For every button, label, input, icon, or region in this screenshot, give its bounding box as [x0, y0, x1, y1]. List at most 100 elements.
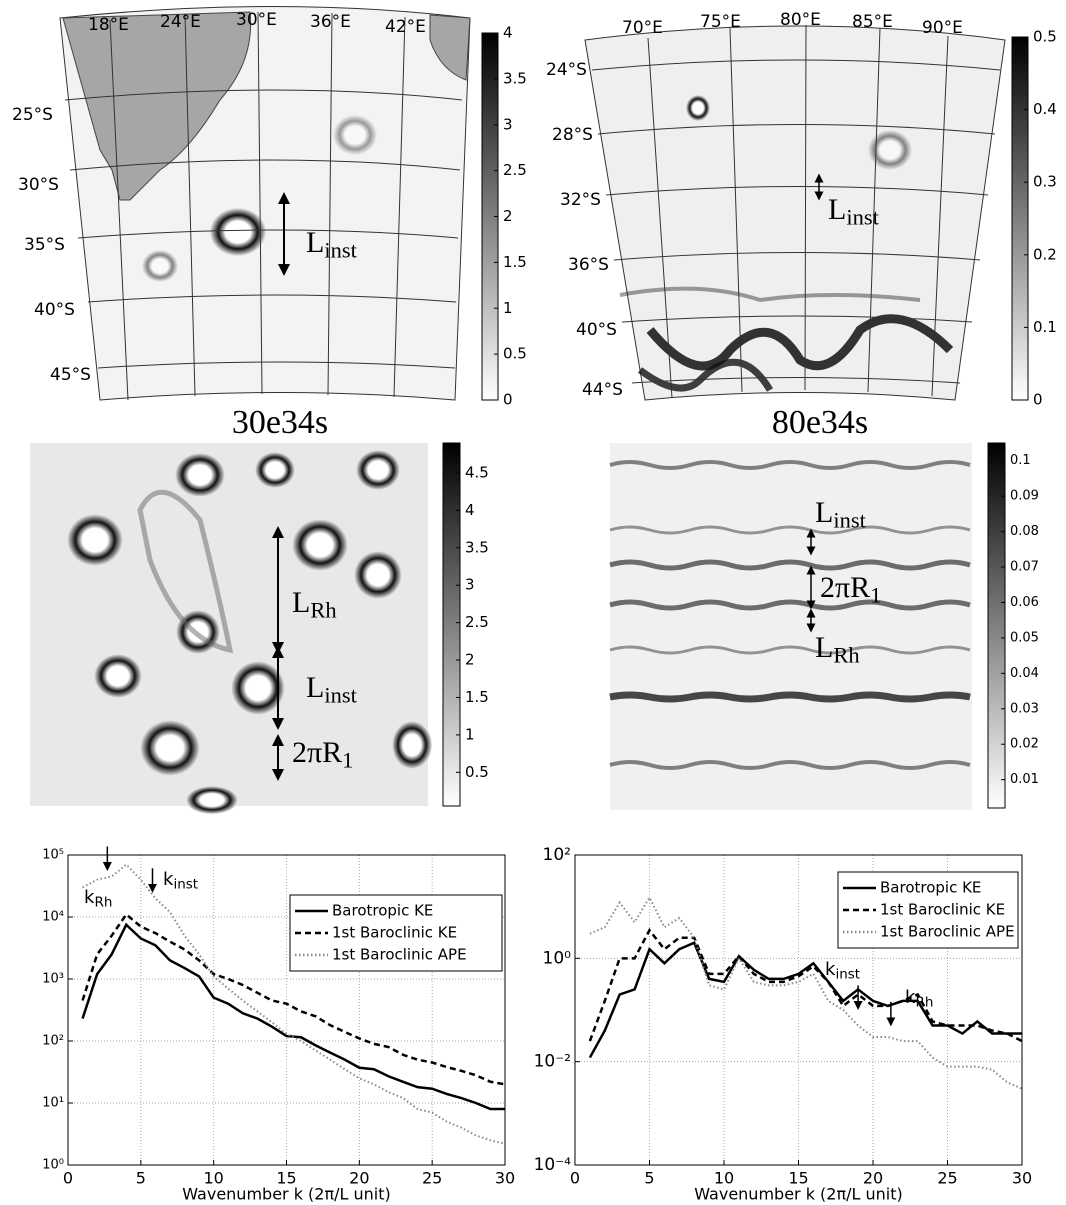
- plot-frame: [67, 854, 506, 1166]
- annotation-label-sub: Rh: [94, 895, 112, 911]
- lon-label: 85°E: [852, 12, 893, 32]
- annotation-label-sub: inst: [835, 967, 860, 983]
- lat-label: 44°S: [582, 380, 623, 400]
- eddy: [142, 250, 178, 282]
- lon-label: 75°E: [700, 12, 741, 32]
- eddy: [333, 115, 377, 155]
- legend-label: 1st Baroclinic KE: [880, 901, 1005, 919]
- colorbar-tick-label: 0.5: [1033, 28, 1057, 46]
- y-tick-label: 10¹: [42, 1096, 64, 1111]
- map-caption: 80e34s: [772, 404, 868, 441]
- x-axis-label: Wavenumber k (2π/L unit): [694, 1185, 902, 1204]
- scale-label: Linst: [306, 671, 358, 708]
- colorbar-tick-label: 3.5: [503, 69, 527, 87]
- lon-label: 24°E: [160, 12, 201, 32]
- legend-label: 1st Baroclinic KE: [332, 924, 457, 942]
- scale-label-sub: inst: [846, 205, 879, 230]
- scale-label-sub: inst: [833, 508, 866, 533]
- annotation-label: kinst: [163, 869, 198, 893]
- x-tick-label: 5: [136, 1169, 146, 1188]
- graticule: [64, 11, 463, 401]
- colorbar-tick-label: 0.1: [1033, 318, 1057, 336]
- lon-label: 70°E: [622, 18, 663, 38]
- y-tick-label: 10²: [42, 1034, 64, 1049]
- x-tick-label: 0: [63, 1169, 73, 1188]
- scale-label-main: L: [815, 631, 833, 664]
- lat-label: 32°S: [560, 190, 601, 210]
- annotation-label: kRh: [84, 887, 112, 911]
- annotation-label-main: k: [163, 869, 174, 890]
- scale-label-sub: 1: [342, 748, 353, 773]
- colorbar-tick-label: 1.5: [503, 253, 527, 271]
- series-line: [81, 912, 506, 1086]
- plot-frame: [574, 854, 1023, 1166]
- x-tick-label: 5: [644, 1169, 654, 1188]
- jets: [609, 460, 971, 770]
- legend-label: Barotropic KE: [332, 902, 433, 920]
- colorbar-tick-label: 2.5: [503, 161, 527, 179]
- annotation-label-sub: inst: [173, 877, 198, 893]
- x-tick-label: 25: [937, 1169, 957, 1188]
- scale-label-sub: 1: [870, 583, 881, 608]
- x-tick-label: 0: [570, 1169, 580, 1188]
- lat-label: 40°S: [576, 320, 617, 340]
- colorbar-tick-label: 1: [503, 299, 513, 317]
- lat-label: 28°S: [552, 125, 593, 145]
- lon-label: 30°E: [236, 10, 277, 30]
- colorbar-tick-label: 4: [503, 24, 513, 42]
- x-tick-label: 10: [714, 1169, 734, 1188]
- colorbar-tick-label: 0.04: [1010, 666, 1039, 681]
- colorbar-tick-label: 2.5: [465, 613, 489, 631]
- colorbar-tick-label: 0.5: [503, 345, 527, 363]
- lat-label: 45°S: [50, 365, 91, 385]
- colorbar-tick-label: 3: [503, 115, 513, 133]
- colorbar-tick-label: 4: [465, 501, 475, 519]
- colorbar-tick-label: 0.05: [1010, 630, 1039, 645]
- y-tick-label: 10⁰: [543, 948, 572, 968]
- map-caption: 30e34s: [232, 404, 328, 441]
- x-tick-label: 15: [788, 1169, 808, 1188]
- x-axis-label: Wavenumber k (2π/L unit): [182, 1185, 390, 1204]
- colorbar-tick-label: 1: [465, 725, 475, 743]
- scale-label-sub: Rh: [310, 598, 336, 623]
- scale-label: Linst: [815, 496, 867, 533]
- scale-label: Linst: [306, 226, 358, 263]
- scale-label-main: L: [828, 193, 846, 226]
- lat-label: 25°S: [12, 105, 53, 125]
- lon-label: 90°E: [922, 18, 963, 38]
- series-line: [588, 927, 1023, 1043]
- colorbar-tick-label: 2: [503, 207, 513, 225]
- colorbar-tick-label: 0.3: [1033, 173, 1057, 191]
- scale-label-main: L: [815, 496, 833, 529]
- annotation-label-sub: Rh: [915, 995, 933, 1011]
- colorbar-tick-label: 0.4: [1033, 100, 1057, 118]
- y-tick-label: 10⁵: [42, 848, 64, 863]
- colorbar-tick-label: 0: [503, 391, 513, 409]
- annotation-label-main: k: [84, 887, 95, 908]
- x-tick-label: 10: [203, 1169, 223, 1188]
- y-tick-label: 10⁰: [42, 1158, 64, 1173]
- y-tick-label: 10⁴: [42, 910, 64, 925]
- colorbar-tick-label: 4.5: [465, 463, 489, 481]
- legend-label: 1st Baroclinic APE: [880, 923, 1015, 941]
- lat-label: 35°S: [24, 235, 65, 255]
- lon-label: 42°E: [385, 17, 426, 37]
- colorbar-tick-label: 0.08: [1010, 524, 1039, 539]
- scale-label: LRh: [815, 631, 860, 668]
- eddy: [686, 95, 710, 121]
- y-tick-label: 10²: [543, 845, 571, 865]
- y-tick-label: 10³: [42, 972, 64, 987]
- map-region: [30, 443, 428, 806]
- colorbar-tick-label: 0.07: [1010, 560, 1039, 575]
- x-tick-label: 20: [349, 1169, 369, 1188]
- land: [62, 11, 252, 201]
- y-tick-label: 10⁻⁴: [534, 1155, 572, 1175]
- lat-label: 24°S: [546, 60, 587, 80]
- x-tick-label: 15: [276, 1169, 296, 1188]
- scale-label-sub: inst: [324, 683, 357, 708]
- x-tick-label: 25: [422, 1169, 442, 1188]
- legend-label: 1st Baroclinic APE: [332, 946, 467, 964]
- eddies: [67, 450, 432, 814]
